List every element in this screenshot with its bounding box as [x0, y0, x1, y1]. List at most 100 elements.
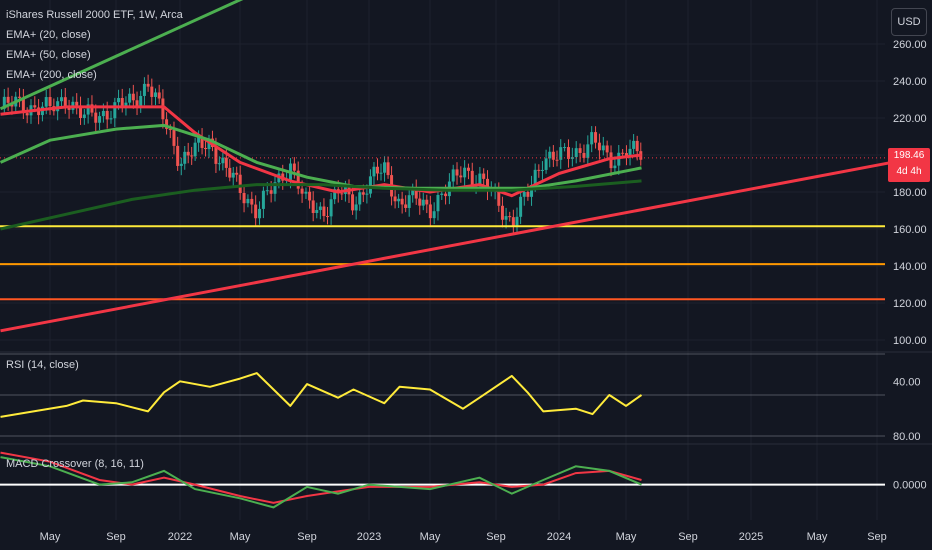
candle-body — [82, 114, 86, 118]
currency-button[interactable]: USD — [891, 8, 927, 36]
last-price-value: 198.46 — [893, 150, 925, 161]
candle-body — [2, 96, 6, 109]
time-tick-label: May — [420, 531, 441, 543]
candle-body — [139, 95, 143, 108]
candle-body — [530, 184, 534, 197]
candle-body — [613, 165, 617, 169]
candle-body — [566, 147, 570, 159]
candle-body — [186, 151, 190, 156]
candle-body — [204, 147, 208, 150]
candle-body — [322, 206, 326, 217]
candle-body — [393, 196, 397, 202]
candle-body — [246, 198, 250, 204]
candle-body — [340, 193, 344, 195]
candle-body — [101, 110, 105, 117]
candle-body — [635, 140, 639, 152]
candle-body — [526, 191, 530, 197]
rsi-pane — [0, 353, 885, 437]
candle-body — [432, 211, 436, 219]
candle-body — [548, 151, 552, 159]
candle-body — [318, 206, 322, 211]
candle-body — [193, 142, 197, 157]
candle-body — [333, 189, 337, 200]
candle-body — [33, 105, 37, 108]
candle-body — [113, 102, 117, 119]
ema20-line — [0, 105, 642, 198]
candle-body — [455, 169, 459, 176]
price-tick-label: 240.00 — [893, 76, 927, 88]
candle-body — [311, 200, 315, 214]
price-tick-label: 120.00 — [893, 298, 927, 310]
rsi-line — [0, 372, 643, 418]
macd-tick-label: 0.0000 — [893, 480, 927, 492]
candle-body — [120, 98, 124, 107]
candle-body — [94, 112, 98, 123]
candle-body — [90, 104, 94, 113]
candle-body — [544, 158, 548, 170]
candle-body — [224, 157, 228, 168]
candle-body — [582, 152, 586, 158]
candle-body — [304, 191, 308, 194]
rsi-tick-label: 80.00 — [893, 431, 921, 443]
candle-body — [617, 152, 621, 166]
candle-body — [6, 96, 10, 103]
candle-body — [197, 137, 201, 143]
rsi-legend[interactable]: RSI (14, close) — [6, 359, 79, 371]
price-pane — [0, 0, 893, 333]
candle-body — [56, 101, 60, 112]
candle-body — [397, 198, 401, 202]
bar-countdown: 4d 4h — [896, 166, 922, 177]
candle-body — [63, 97, 67, 107]
candle-body — [482, 173, 486, 179]
candle-body — [428, 204, 432, 219]
candle-body — [242, 192, 246, 204]
candle-body — [296, 170, 300, 189]
candle-body — [414, 187, 418, 199]
ema20-legend[interactable]: EMA+ (20, close) — [6, 29, 91, 41]
ema50-legend[interactable]: EMA+ (50, close) — [6, 49, 91, 61]
candle-body — [86, 104, 90, 115]
time-tick-label: 2025 — [739, 531, 763, 543]
candle-body — [508, 216, 512, 218]
candle-body — [165, 119, 169, 129]
candle-body — [273, 182, 277, 194]
candle-body — [261, 190, 265, 209]
candle-body — [563, 147, 567, 149]
chart-title: iShares Russell 2000 ETF, 1W, Arca — [6, 9, 183, 21]
candle-body — [533, 169, 537, 185]
macd-signal-line — [0, 451, 642, 504]
candle-body — [418, 198, 422, 206]
candle-body — [135, 100, 139, 108]
macd-legend[interactable]: MACD Crossover (8, 16, 11) — [6, 458, 144, 470]
candle-body — [590, 132, 594, 145]
candle-body — [404, 204, 408, 208]
candle-body — [105, 110, 109, 120]
candle-body — [329, 199, 333, 217]
candle-body — [440, 193, 444, 195]
candle-body — [207, 138, 211, 150]
candle-body — [300, 188, 304, 194]
candle-body — [59, 97, 63, 102]
candle-body — [157, 92, 161, 99]
candle-body — [292, 163, 296, 171]
rsi-tick-label: 40.00 — [893, 376, 921, 388]
candle-body — [372, 166, 376, 177]
candle-body — [375, 166, 379, 174]
time-tick-label: May — [230, 531, 251, 543]
candle-body — [511, 217, 515, 226]
candle-body — [470, 170, 474, 185]
candle-body — [238, 174, 242, 193]
candle-body — [258, 208, 262, 219]
candle-body — [109, 118, 113, 120]
price-tick-label: 140.00 — [893, 261, 927, 273]
candle-body — [75, 101, 79, 106]
candle-body — [466, 167, 470, 171]
macd-line — [0, 456, 642, 509]
candle-body — [228, 167, 232, 178]
candle-body — [421, 199, 425, 206]
candle-body — [519, 196, 523, 217]
candle-body — [354, 204, 358, 211]
candle-body — [463, 167, 467, 178]
ema200-legend[interactable]: EMA+ (200, close) — [6, 69, 97, 81]
candle-body — [586, 144, 590, 158]
